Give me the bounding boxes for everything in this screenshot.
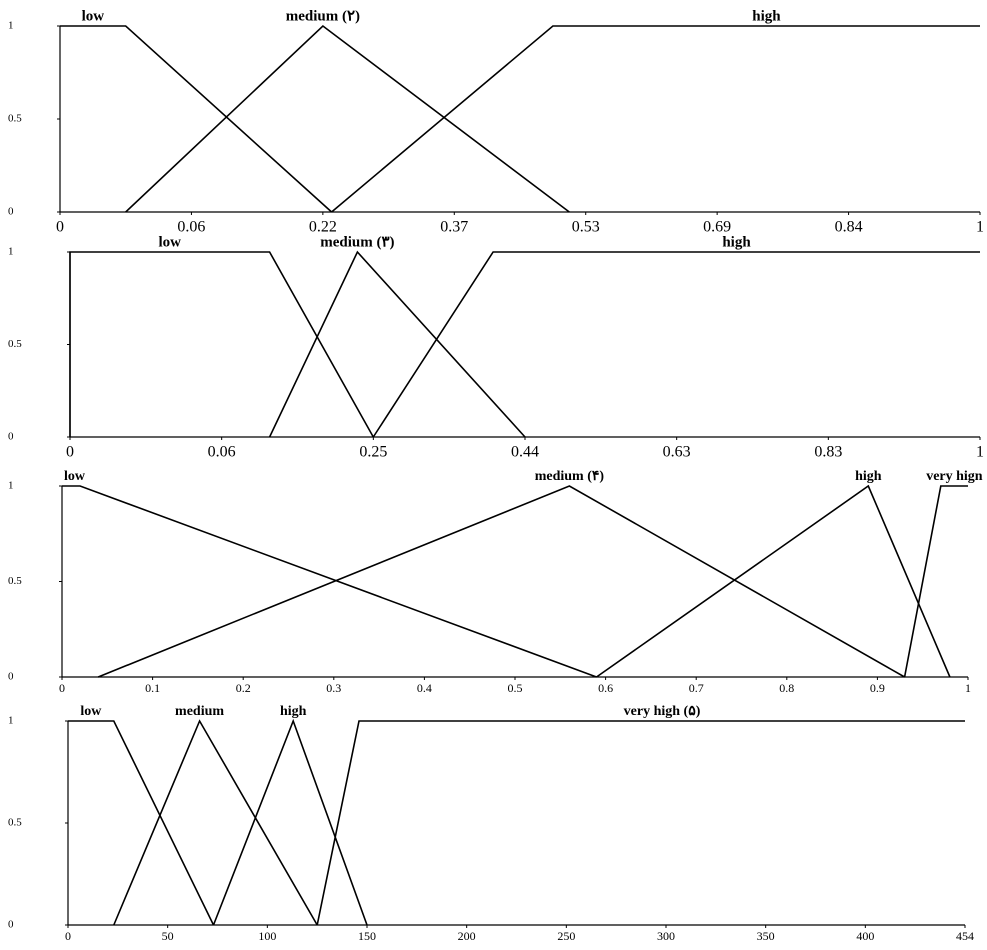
x-tick-label: 0.25 — [359, 444, 387, 461]
series-label: medium (۲) — [286, 8, 360, 24]
y-tick-label: 0 — [8, 206, 14, 218]
series-label: low — [82, 8, 105, 24]
y-tick-label: 0.5 — [8, 113, 22, 125]
series-label: low — [80, 704, 102, 719]
x-tick-label: 0.83 — [814, 444, 842, 461]
membership-line — [70, 252, 373, 437]
x-tick-label: 0 — [65, 929, 71, 943]
x-tick-label: 0.7 — [689, 681, 704, 695]
x-tick-label: 1 — [965, 681, 971, 695]
membership-line — [114, 721, 317, 925]
membership-line — [98, 486, 904, 677]
x-tick-label: 1 — [976, 444, 984, 461]
series-label: very hign — [926, 469, 983, 484]
x-tick-label: 0.6 — [598, 681, 613, 695]
y-tick-label: 0.5 — [8, 575, 22, 587]
x-tick-label: 300 — [657, 929, 675, 943]
y-tick-label: 1 — [8, 20, 14, 32]
x-tick-label: 1 — [976, 219, 984, 236]
y-tick-label: 1 — [8, 715, 14, 727]
x-tick-label: 0.5 — [508, 681, 523, 695]
y-tick-label: 0.5 — [8, 817, 22, 829]
x-tick-label: 200 — [458, 929, 476, 943]
membership-line — [597, 486, 950, 677]
series-label: very high (۵) — [624, 704, 701, 719]
x-tick-label: 50 — [162, 929, 174, 943]
x-tick-label: 0 — [56, 219, 64, 236]
membership-line — [905, 486, 968, 677]
series-label: high — [722, 234, 751, 250]
x-tick-label: 0.4 — [417, 681, 432, 695]
membership-line — [68, 721, 214, 925]
x-tick-label: 0.8 — [779, 681, 794, 695]
x-tick-label: 0.2 — [236, 681, 251, 695]
x-tick-label: 0.53 — [572, 219, 600, 236]
x-tick-label: 0.9 — [870, 681, 885, 695]
series-label: low — [64, 469, 86, 484]
x-tick-label: 250 — [557, 929, 575, 943]
x-tick-label: 0 — [66, 444, 74, 461]
x-tick-label: 400 — [856, 929, 874, 943]
x-tick-label: 0.63 — [663, 444, 691, 461]
series-label: high — [752, 8, 781, 24]
membership-line — [62, 486, 597, 677]
y-tick-label: 0 — [8, 431, 14, 443]
series-label: medium (۳) — [320, 234, 394, 250]
chart: 0 0.5 1 0 0.06 0.22 0.37 0.53 0.69 0.84 1 low medium… — [0, 0, 987, 945]
x-tick-label: 0.22 — [309, 219, 337, 236]
x-tick-label: 0.1 — [145, 681, 160, 695]
membership-line — [126, 26, 570, 212]
x-tick-label: 0.3 — [326, 681, 341, 695]
x-tick-label: 100 — [258, 929, 276, 943]
series-label: high — [280, 704, 307, 719]
x-tick-label: 0.84 — [835, 219, 863, 236]
series-label: medium — [175, 704, 224, 719]
membership-line — [317, 721, 965, 925]
x-tick-label: 454 — [956, 929, 974, 943]
x-tick-label: 0.69 — [703, 219, 731, 236]
y-tick-label: 1 — [8, 480, 14, 492]
x-tick-label: 0.37 — [440, 219, 468, 236]
series-label: low — [159, 234, 182, 250]
series-label: high — [855, 469, 882, 484]
series-label: medium (۴) — [535, 469, 605, 484]
membership-line — [373, 252, 980, 437]
membership-line — [60, 26, 332, 212]
y-tick-label: 1 — [8, 246, 14, 258]
x-tick-label: 0.06 — [177, 219, 205, 236]
x-tick-label: 0.44 — [511, 444, 539, 461]
x-tick-label: 350 — [757, 929, 775, 943]
membership-line — [270, 252, 525, 437]
y-tick-label: 0 — [8, 919, 14, 931]
x-tick-label: 0.06 — [208, 444, 236, 461]
y-tick-label: 0 — [8, 671, 14, 683]
x-tick-label: 0 — [59, 681, 65, 695]
x-tick-label: 150 — [358, 929, 376, 943]
membership-line — [332, 26, 980, 212]
page: {"chart_data": [ {"type": "line", "ylim"… — [0, 0, 987, 945]
y-tick-label: 0.5 — [8, 338, 22, 350]
membership-line — [214, 721, 368, 925]
